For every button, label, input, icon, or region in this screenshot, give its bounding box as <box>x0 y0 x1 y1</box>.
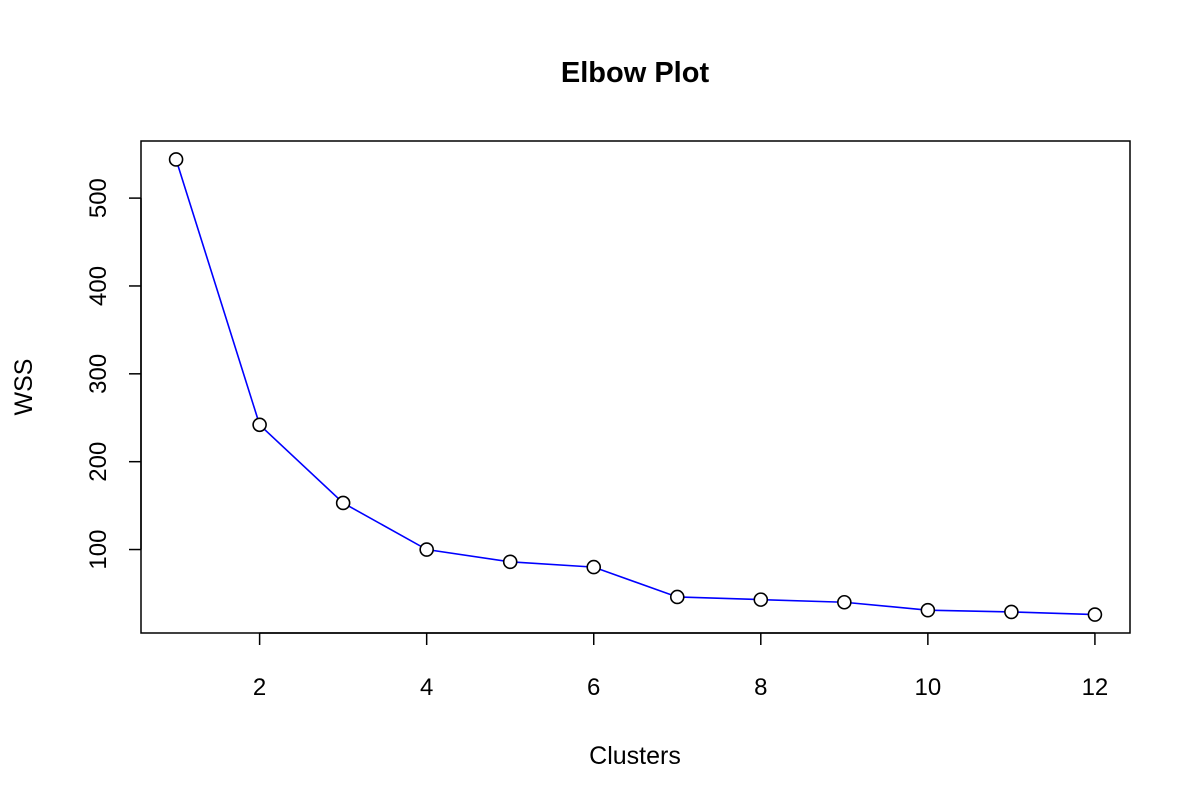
data-point <box>1087 607 1103 622</box>
data-point <box>168 152 184 167</box>
y-axis: 100 200 300 400 500 <box>85 178 142 570</box>
chart-title: Elbow Plot <box>561 57 710 89</box>
data-point <box>837 594 852 610</box>
x-tick-label: 10 <box>915 674 942 701</box>
y-tick-label: 300 <box>85 354 112 394</box>
data-point <box>1004 604 1019 620</box>
plot-frame <box>140 140 1131 634</box>
x-tick-label: 6 <box>587 674 600 701</box>
x-tick-label: 4 <box>420 674 433 701</box>
data-point <box>502 554 518 570</box>
data-point <box>753 592 769 607</box>
y-axis-label: WSS <box>10 359 38 416</box>
series-line <box>175 159 1095 616</box>
y-tick-label: 100 <box>85 530 112 570</box>
data-point <box>419 542 434 557</box>
y-tick-label: 400 <box>85 266 112 306</box>
data-point <box>335 495 351 511</box>
x-axis: 2 4 6 8 10 12 <box>253 632 1109 701</box>
x-axis-label: Clusters <box>589 742 681 770</box>
data-point <box>252 417 267 433</box>
data-point <box>586 559 602 575</box>
x-tick-label: 2 <box>253 674 266 701</box>
data-point <box>920 602 936 618</box>
y-tick-label: 200 <box>85 442 112 482</box>
x-tick-label: 12 <box>1082 674 1109 701</box>
series-layer <box>168 152 1103 622</box>
y-tick-label: 500 <box>85 178 112 218</box>
x-tick-label: 8 <box>754 674 767 701</box>
data-point <box>669 589 685 605</box>
